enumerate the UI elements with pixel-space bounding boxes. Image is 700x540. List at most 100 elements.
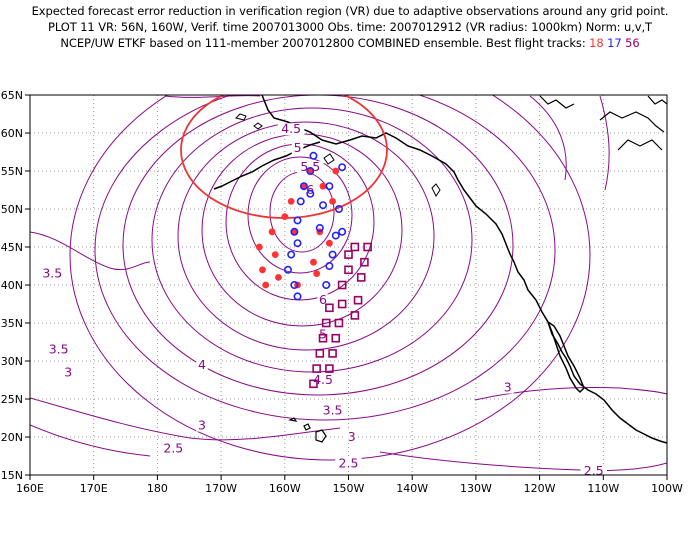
header-line-3-prefix: NCEP/UW ETKF based on 111-member 2007012… <box>60 36 586 50</box>
y-tick-label: 30N <box>1 355 23 368</box>
contour-label: 6 <box>306 182 314 197</box>
contour-label-halo <box>580 465 607 478</box>
track-56-point <box>350 242 360 252</box>
track-56-point <box>334 318 344 328</box>
track-17-point <box>325 182 334 191</box>
contour-label: 3.5 <box>49 342 69 357</box>
x-tick-label: 160W <box>269 482 301 495</box>
y-tick-label: 40N <box>1 279 23 292</box>
header-line-1: Expected forecast error reduction in ver… <box>31 4 669 18</box>
track-18-point <box>310 258 317 266</box>
flight-tracks <box>255 151 372 389</box>
track-56-point <box>312 364 321 373</box>
coast-baja-california <box>546 320 585 394</box>
track-18-point <box>259 266 266 274</box>
track-56-point <box>360 257 369 267</box>
track-id-18: 18 <box>589 36 604 50</box>
contour-label: 3 <box>64 364 72 379</box>
contour-label: 2.5 <box>339 456 359 471</box>
x-tick-label: 120W <box>524 482 556 495</box>
y-tick-label: 20N <box>1 431 23 444</box>
track-56-point <box>337 280 347 290</box>
contour-label-halo <box>277 123 305 136</box>
track-18-point <box>281 213 289 221</box>
y-tick-label: 35N <box>1 317 23 330</box>
x-tick-label: 150W <box>333 482 365 495</box>
y-tick-label: 65N <box>1 89 23 102</box>
y-tick-label: 60N <box>1 127 23 140</box>
track-18-point <box>306 167 314 175</box>
track-17-point <box>306 167 315 176</box>
coast-aleutians <box>213 165 263 190</box>
contour-arc-east <box>599 95 610 191</box>
track-18-point <box>290 228 298 236</box>
contour-4.5-system <box>177 121 435 351</box>
track-17-point <box>338 163 347 172</box>
coast-hawaii <box>288 417 327 443</box>
y-tick-label: 55N <box>1 165 23 178</box>
track-id-56: 56 <box>625 36 640 50</box>
track-56-point <box>321 318 331 328</box>
track-17-point <box>306 189 315 198</box>
contour-2.5-system <box>69 95 591 461</box>
track-17-point <box>328 250 337 259</box>
track-17-point <box>309 151 318 160</box>
track-56-point <box>325 364 334 373</box>
track-18-point <box>255 243 263 251</box>
header-line-3: NCEP/UW ETKF based on 111-member 2007012… <box>0 36 700 50</box>
x-tick-label: 110W <box>587 482 619 495</box>
contour-label: 3 <box>504 380 512 395</box>
x-tick-label: 100W <box>651 482 683 495</box>
track-56-point <box>350 311 360 320</box>
coast-north-america <box>261 95 667 444</box>
contour-4-system <box>151 107 473 373</box>
contour-label-halo <box>196 358 208 371</box>
contour-label-halo <box>335 457 362 470</box>
track-56-point <box>353 295 363 305</box>
track-56-point <box>309 379 318 389</box>
contour-label-halo <box>319 404 346 417</box>
contour-3.5-west <box>30 231 151 271</box>
track-17-point <box>322 280 331 289</box>
contour-2.5-south <box>30 424 151 457</box>
track-17-point <box>293 239 302 248</box>
coast-northeast-canada <box>599 95 667 151</box>
contour-3-system <box>94 95 556 421</box>
track-18-point <box>325 239 333 247</box>
contour-label-halo <box>45 343 72 356</box>
x-tick-label: 170E <box>80 482 108 495</box>
contour-label: 3.5 <box>323 402 343 417</box>
track-17-point <box>283 265 292 274</box>
track-18-point <box>313 270 321 277</box>
contour-label-halo <box>160 442 187 455</box>
track-56-point <box>337 299 347 309</box>
track-17-point <box>290 280 299 289</box>
track-56-point <box>344 265 353 275</box>
track-18-point <box>268 228 276 236</box>
contour-label-halo <box>502 381 514 394</box>
contour-label: 3.5 <box>42 266 62 281</box>
axis-ticks: 160E 170E 180 170W 160W 150W 140W 130W 120W 110W 1… <box>1 89 683 495</box>
contour-label: 3 <box>198 418 206 433</box>
x-tick-label: 170W <box>205 482 237 495</box>
track-56-point <box>331 333 341 343</box>
contour-label: 2.5 <box>163 440 183 455</box>
track-56-point <box>363 242 372 252</box>
track-17-point <box>325 261 334 270</box>
track-18-point <box>329 198 336 205</box>
coast-kodiak <box>323 153 335 165</box>
contour-3-east <box>474 387 667 401</box>
track-18-point <box>287 198 295 205</box>
contour-label: 6 <box>319 292 327 307</box>
track-17-point <box>331 231 340 240</box>
x-tick-label: 180 <box>147 482 168 495</box>
coast-bering-islands <box>235 113 263 130</box>
track-56-point <box>318 333 328 343</box>
contour-label-halo <box>62 366 74 379</box>
contour-label-halo <box>291 142 304 155</box>
lat-lon-grid <box>30 95 667 475</box>
x-tick-label: 160E <box>16 482 44 495</box>
track-17-point <box>315 224 324 233</box>
contour-label: 4.5 <box>281 121 301 136</box>
